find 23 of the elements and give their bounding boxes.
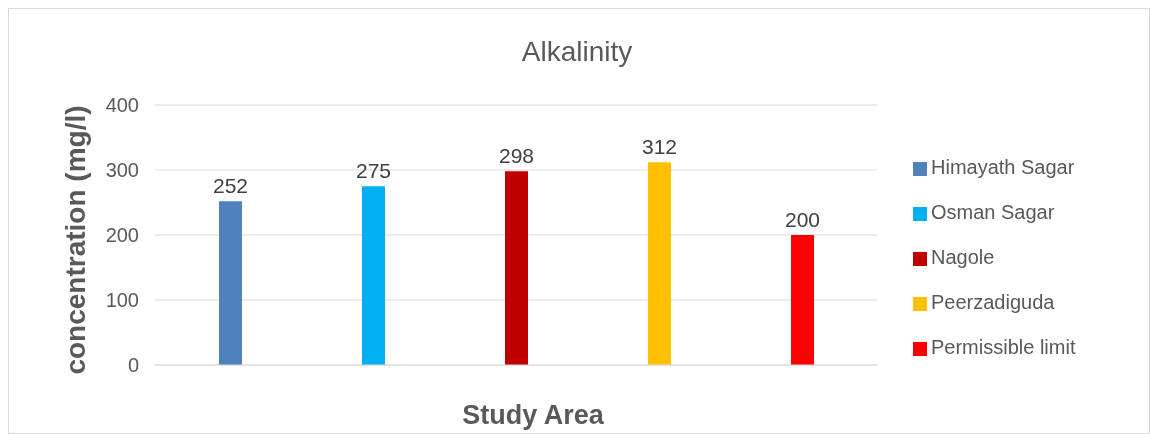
bar [505, 171, 528, 365]
data-label: 298 [498, 144, 535, 168]
legend-label: Himayath Sagar [931, 156, 1075, 178]
legend-label: Peerzadiguda [931, 291, 1055, 313]
data-label: 312 [641, 135, 678, 159]
bar [219, 201, 242, 365]
bar [791, 235, 814, 365]
data-label: 200 [784, 208, 821, 231]
y-tick-label: 100 [105, 289, 139, 312]
legend-label: Nagole [931, 246, 995, 268]
y-tick-label: 0 [127, 354, 139, 377]
legend-label: Osman Sagar [931, 201, 1055, 223]
bar [648, 162, 671, 365]
bar [362, 186, 385, 365]
y-tick-label: 200 [105, 224, 139, 247]
legend-label: Permissible limit [931, 336, 1076, 358]
data-label: 252 [212, 174, 249, 198]
data-label: 275 [355, 159, 392, 183]
y-tick-label: 400 [105, 94, 139, 117]
chart-title: Alkalinity [520, 36, 634, 68]
y-axis-title: concentration (mg/l) [60, 105, 92, 375]
x-axis-title: Study Area [462, 399, 604, 431]
y-tick-label: 300 [105, 159, 139, 182]
